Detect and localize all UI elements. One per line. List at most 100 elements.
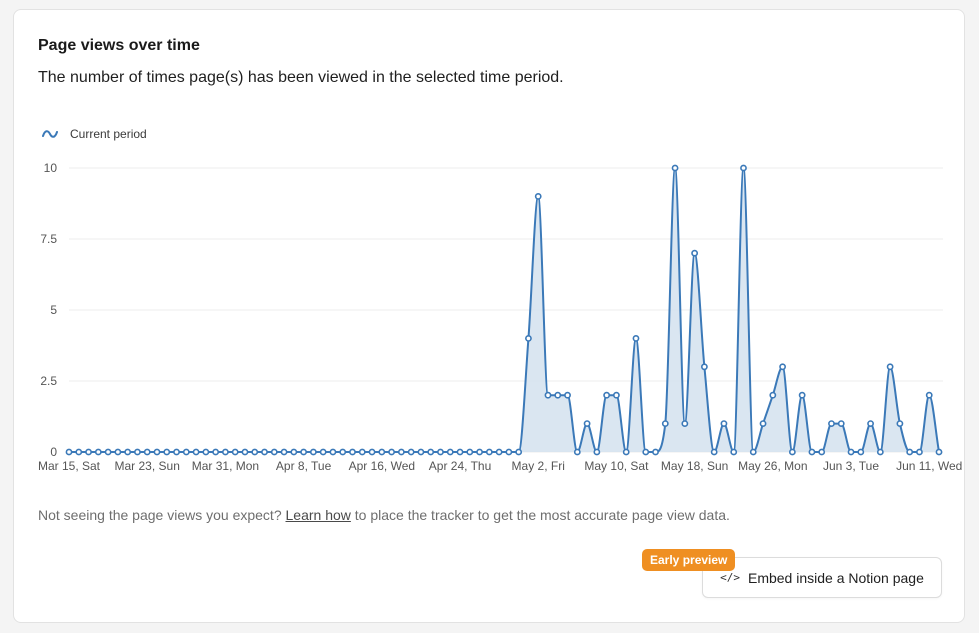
page-views-chart: 0 2.5 5 7.5 10 Mar 15, Sat Mar 23, Sun Mar 31, … — [38, 161, 962, 473]
x-tick-label: May 10, Sat — [584, 459, 649, 473]
data-point — [124, 448, 132, 456]
data-point — [192, 448, 200, 456]
data-point — [407, 448, 415, 456]
data-point — [573, 448, 581, 456]
data-point — [554, 391, 562, 399]
data-point — [769, 391, 777, 399]
data-point — [85, 448, 92, 456]
data-point — [642, 448, 650, 456]
data-point — [515, 448, 523, 456]
y-tick-label: 2.5 — [40, 374, 57, 388]
data-point — [613, 391, 620, 399]
data-point — [876, 448, 884, 456]
x-tick-label: May 18, Sun — [661, 459, 728, 473]
x-tick-label: Mar 23, Sun — [115, 459, 180, 473]
x-tick-label: Jun 3, Tue — [823, 459, 879, 473]
data-point — [485, 448, 493, 456]
data-point — [700, 363, 708, 371]
data-point — [857, 448, 865, 456]
embed-button-label: Embed inside a Notion page — [747, 569, 924, 586]
data-point — [808, 448, 816, 456]
data-point — [212, 448, 220, 456]
chart-legend[interactable]: Current period — [42, 127, 147, 141]
x-tick-label: May 2, Fri — [512, 459, 565, 473]
x-tick-label: Apr 16, Wed — [349, 459, 415, 473]
tracker-note: Not seeing the page views you expect? Le… — [38, 507, 730, 523]
data-point — [427, 448, 435, 456]
data-point — [378, 448, 386, 456]
data-point — [525, 334, 532, 342]
data-point — [388, 448, 395, 456]
data-point — [417, 448, 425, 456]
data-point — [290, 448, 298, 456]
data-point — [134, 448, 141, 456]
data-point — [456, 448, 464, 456]
data-point — [114, 448, 122, 456]
data-point — [603, 391, 611, 399]
data-point — [251, 448, 259, 456]
data-point — [437, 448, 444, 456]
data-point — [446, 448, 454, 456]
note-text-before: Not seeing the page views you expect? — [38, 507, 286, 523]
data-point — [593, 448, 601, 456]
data-point — [261, 448, 268, 456]
data-point — [319, 448, 327, 456]
data-point — [495, 448, 503, 456]
data-point — [906, 448, 914, 456]
chart-subtitle: The number of times page(s) has been vie… — [38, 69, 564, 86]
data-point — [202, 448, 210, 456]
data-point — [358, 448, 366, 456]
wave-icon — [42, 130, 58, 138]
data-point — [466, 448, 474, 456]
data-point — [75, 448, 83, 456]
data-point — [896, 420, 904, 427]
data-point — [652, 448, 659, 456]
data-point — [544, 391, 552, 399]
x-tick-label: Mar 15, Sat — [38, 459, 101, 473]
legend-label: Current period — [70, 127, 147, 141]
data-point — [173, 448, 180, 456]
data-point — [65, 448, 73, 456]
data-point — [740, 164, 747, 172]
y-tick-label: 7.5 — [40, 232, 57, 246]
data-point — [143, 448, 151, 456]
early-preview-badge: Early preview — [642, 549, 736, 571]
data-point — [339, 448, 347, 456]
data-point — [867, 420, 874, 427]
data-point — [916, 448, 923, 456]
data-point — [886, 363, 894, 371]
data-point — [710, 448, 718, 456]
x-tick-label: Apr 24, Thu — [429, 459, 491, 473]
data-point — [309, 448, 317, 456]
data-point — [779, 363, 786, 371]
x-tick-label: Jun 11, Wed — [896, 459, 962, 473]
note-text-after: to place the tracker to get the most acc… — [350, 507, 730, 523]
data-point — [632, 334, 640, 342]
data-point — [788, 448, 796, 456]
data-point — [280, 448, 288, 456]
data-point — [622, 448, 630, 456]
data-point — [397, 448, 405, 456]
data-point — [104, 448, 112, 456]
data-point — [564, 391, 571, 399]
y-tick-label: 5 — [50, 303, 57, 317]
data-point — [583, 420, 591, 427]
learn-how-link[interactable]: Learn how — [285, 507, 351, 523]
data-point — [241, 448, 249, 456]
data-point — [720, 420, 728, 427]
data-point — [153, 448, 161, 456]
data-point — [798, 391, 806, 399]
data-point — [681, 420, 689, 427]
data-point — [182, 448, 190, 456]
x-tick-label: May 26, Mon — [738, 459, 807, 473]
data-point — [671, 164, 679, 172]
data-point — [349, 448, 356, 456]
data-point — [730, 448, 738, 456]
data-point — [270, 448, 278, 456]
embed-notion-button[interactable]: </> Embed inside a Notion page — [702, 557, 942, 598]
data-point — [828, 420, 835, 427]
data-point — [368, 448, 376, 456]
data-point — [163, 448, 171, 456]
data-point — [661, 420, 669, 427]
data-point — [759, 420, 767, 427]
